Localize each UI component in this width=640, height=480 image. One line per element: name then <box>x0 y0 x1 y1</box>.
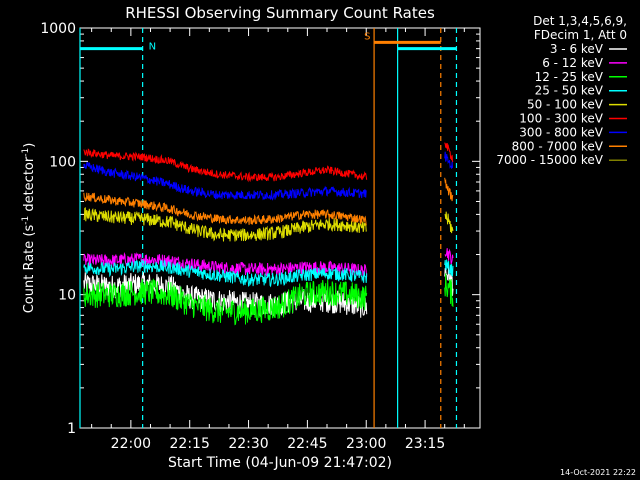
flag-label: N <box>149 42 156 53</box>
legend-entry-label: 12 - 25 keV <box>535 70 604 84</box>
y-axis-label-sup1: -1 <box>21 216 31 225</box>
footer-date: 14-Oct-2021 22:22 <box>560 468 636 477</box>
series-line-after-gap <box>444 273 454 307</box>
x-tick-label: 22:45 <box>287 436 327 452</box>
y-axis-label-prefix: Count Rate (s <box>22 225 37 314</box>
legend-entry-label: 6 - 12 keV <box>542 56 604 70</box>
legend-entry-label: 25 - 50 keV <box>535 84 604 98</box>
series-line-after-gap <box>444 248 454 265</box>
series-line <box>83 251 368 278</box>
y-tick-label: 1000 <box>40 21 76 37</box>
legend-entry-label: 300 - 800 keV <box>519 125 603 139</box>
y-axis-label-sup2: -1 <box>21 148 31 157</box>
series-line <box>83 272 368 318</box>
x-axis-label: Start Time (04-Jun-09 21:47:02) <box>168 455 392 471</box>
y-axis-label: Count Rate (s-1 detector-1) <box>21 143 37 314</box>
legend-entry-label: 3 - 6 keV <box>550 42 604 56</box>
series-line <box>83 259 368 288</box>
series-line-after-gap <box>444 211 454 234</box>
series-line-after-gap <box>444 142 454 163</box>
legend-header-1: Det 1,3,4,5,6,9, <box>533 14 627 28</box>
y-tick-label: 10 <box>58 288 76 304</box>
series-line-after-gap <box>444 151 453 169</box>
series-line-after-gap <box>444 259 454 277</box>
y-tick-label: 1 <box>67 421 76 437</box>
series-line-after-gap <box>444 177 454 202</box>
series-line <box>83 192 367 226</box>
y-tick-label: 100 <box>49 154 76 170</box>
legend-entry-label: 800 - 7000 keV <box>512 139 604 153</box>
series-line <box>83 162 367 201</box>
y-axis-label-suffix: ) <box>22 143 37 148</box>
series-line <box>83 278 368 326</box>
x-tick-label: 23:00 <box>346 436 386 452</box>
legend-entry-label: 50 - 100 keV <box>527 98 604 112</box>
x-tick-label: 23:15 <box>405 436 445 452</box>
flag-label: S <box>364 31 370 42</box>
legend-entry-label: 100 - 300 keV <box>519 112 603 126</box>
legend-entry-label: 7000 - 15000 keV <box>496 153 603 167</box>
x-tick-label: 22:00 <box>111 436 151 452</box>
x-tick-label: 22:30 <box>228 436 268 452</box>
chart-title: RHESSI Observing Summary Count Rates <box>125 4 435 22</box>
series-line <box>83 207 367 242</box>
legend-header-2: FDecim 1, Att 0 <box>534 28 627 42</box>
y-axis-label-mid: detector <box>22 156 37 216</box>
x-tick-label: 22:15 <box>170 436 210 452</box>
series-line <box>83 148 368 183</box>
